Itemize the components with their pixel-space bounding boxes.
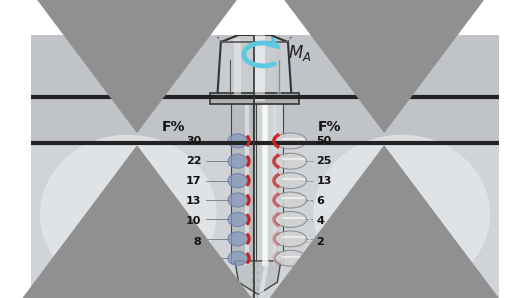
Ellipse shape: [228, 193, 248, 207]
Ellipse shape: [275, 231, 306, 247]
Ellipse shape: [275, 153, 306, 169]
Polygon shape: [217, 35, 292, 97]
Ellipse shape: [228, 232, 248, 246]
Ellipse shape: [40, 135, 216, 294]
Bar: [232, 51, 253, 263]
Ellipse shape: [228, 173, 248, 188]
Text: 50: 50: [316, 136, 331, 146]
Ellipse shape: [314, 135, 490, 294]
Ellipse shape: [228, 154, 248, 168]
Bar: [256, 51, 282, 263]
Text: F%: F%: [318, 120, 341, 134]
Ellipse shape: [228, 134, 248, 148]
Text: 8: 8: [193, 237, 201, 246]
Bar: [210, 93, 298, 104]
Text: 22: 22: [186, 156, 201, 166]
Text: 30: 30: [186, 136, 201, 146]
Text: 10: 10: [186, 216, 201, 226]
Text: F%: F%: [162, 120, 186, 134]
Bar: [31, 35, 499, 148]
Text: 13: 13: [316, 176, 332, 186]
Text: 6: 6: [316, 196, 324, 206]
Bar: [31, 144, 499, 298]
Ellipse shape: [275, 212, 306, 227]
Ellipse shape: [275, 250, 306, 266]
Text: 2: 2: [316, 237, 324, 246]
Polygon shape: [235, 261, 281, 294]
Ellipse shape: [275, 173, 306, 189]
Ellipse shape: [228, 251, 248, 265]
Text: 25: 25: [316, 156, 332, 166]
Text: $M_A$: $M_A$: [288, 43, 312, 63]
Ellipse shape: [275, 133, 306, 149]
Text: 13: 13: [186, 196, 201, 206]
Text: 4: 4: [316, 216, 324, 226]
Text: 17: 17: [186, 176, 201, 186]
Ellipse shape: [228, 212, 248, 226]
Ellipse shape: [275, 192, 306, 208]
